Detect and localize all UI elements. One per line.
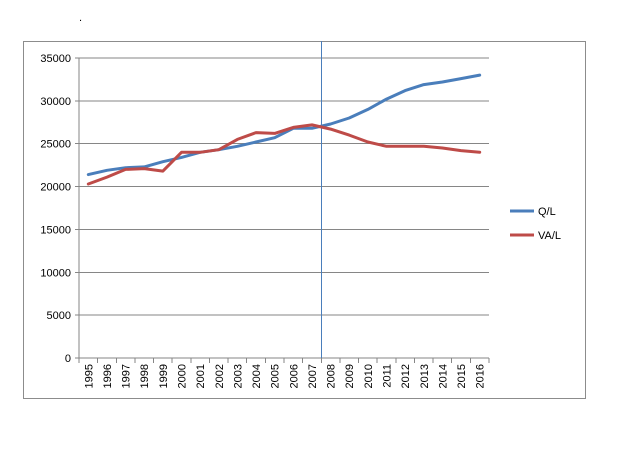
- x-tick-label-2012: 2012: [400, 364, 412, 388]
- x-tick-label-2004: 2004: [251, 364, 263, 388]
- x-tick-label-2005: 2005: [270, 364, 282, 388]
- y-tick-label-25000: 25000: [40, 139, 71, 151]
- x-tick-label-2003: 2003: [232, 364, 244, 388]
- x-tick-label-2015: 2015: [456, 364, 468, 388]
- x-tick-label-2009: 2009: [344, 364, 356, 388]
- x-tick-label-2013: 2013: [419, 364, 431, 388]
- x-tick-label-2006: 2006: [288, 364, 300, 388]
- x-tick-label-2001: 2001: [195, 364, 207, 388]
- x-tick-label-1999: 1999: [158, 364, 170, 388]
- x-tick-label-1996: 1996: [102, 364, 114, 388]
- x-tick-label-2000: 2000: [177, 364, 189, 388]
- y-tick-label-15000: 15000: [40, 224, 71, 236]
- x-tick-label-2002: 2002: [214, 364, 226, 388]
- series-line-1: [86, 123, 482, 186]
- x-tick-label-2008: 2008: [326, 364, 338, 388]
- x-tick-label-1998: 1998: [139, 364, 151, 388]
- x-tick-label-2010: 2010: [363, 364, 375, 388]
- legend-label-1: VA/L: [538, 230, 561, 242]
- x-tick-label-1995: 1995: [83, 364, 95, 388]
- x-tick-label-1997: 1997: [121, 364, 133, 388]
- x-tick-label-2014: 2014: [437, 364, 449, 388]
- series-line-0: [86, 73, 482, 177]
- legend-label-0: Q/L: [538, 206, 556, 218]
- header-mark: .: [79, 12, 83, 24]
- y-tick-label-30000: 30000: [40, 96, 71, 108]
- y-tick-label-20000: 20000: [40, 182, 71, 194]
- x-tick-label-2007: 2007: [307, 364, 319, 388]
- x-tick-label-2016: 2016: [475, 364, 487, 388]
- y-tick-label-10000: 10000: [40, 267, 71, 279]
- y-tick-label-0: 0: [65, 353, 71, 365]
- x-tick-label-2011: 2011: [382, 364, 394, 388]
- y-tick-label-35000: 35000: [40, 53, 71, 65]
- y-tick-label-5000: 5000: [47, 310, 71, 322]
